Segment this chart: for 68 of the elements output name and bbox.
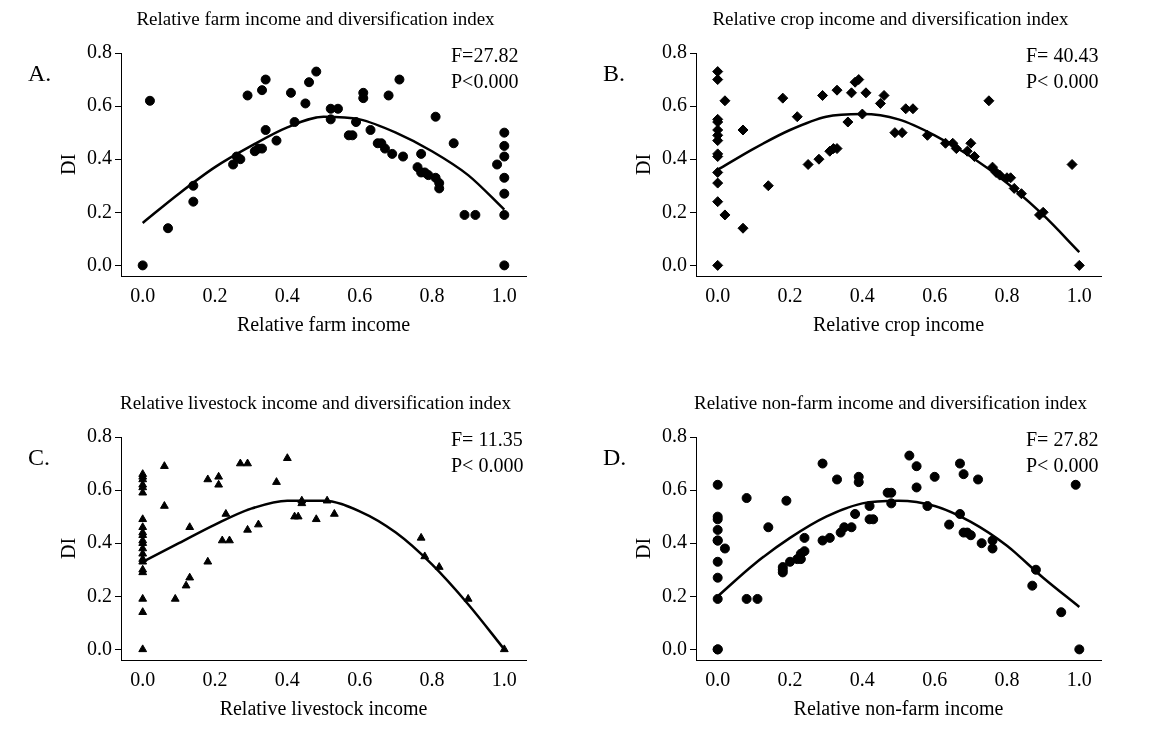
x-tick-label: 0.4 [849, 668, 875, 691]
y-tick-label: 0.2 [662, 199, 687, 222]
annotation: F= 27.82 [1026, 428, 1099, 451]
x-tick-label: 1.0 [491, 284, 517, 307]
x-axis-title: Relative livestock income [219, 697, 428, 720]
chart-title: Relative non-farm income and diversification index [692, 392, 1089, 415]
x-tick-label: 0.4 [274, 668, 300, 691]
x-tick-label: 0.6 [347, 668, 373, 691]
x-tick-label: 0.0 [705, 284, 731, 307]
y-tick-label: 0.4 [87, 530, 112, 553]
y-tick-label: 0.0 [662, 252, 687, 275]
x-tick-label: 1.0 [491, 668, 517, 691]
y-tick-label: 0.4 [662, 530, 687, 553]
annotation: P< 0.000 [1026, 454, 1099, 477]
text: B. [603, 60, 626, 87]
y-tick-label: 0.0 [662, 636, 687, 659]
x-tick-label: 0.4 [849, 284, 875, 307]
x-axis-title: Relative non-farm income [793, 697, 1004, 720]
y-tick-label: 0.4 [662, 146, 687, 169]
text: A. [28, 60, 52, 87]
x-tick-label: 0.2 [202, 668, 228, 691]
annotation: P< 0.000 [1026, 70, 1099, 93]
x-tick-label: 0.6 [347, 284, 373, 307]
x-tick-label: 1.0 [1066, 668, 1092, 691]
annotation: F=27.82 [451, 44, 519, 67]
y-axis-title: DI [57, 537, 80, 560]
y-axis-title: DI [57, 153, 80, 176]
y-tick-label: 0.6 [87, 93, 112, 116]
y-axis-title: DI [632, 537, 655, 560]
text: D. [603, 444, 627, 471]
y-tick-label: 0.0 [87, 252, 112, 275]
x-tick-label: 0.8 [994, 284, 1020, 307]
x-axis-title: Relative crop income [812, 313, 985, 337]
x-tick-label: 0.8 [419, 284, 445, 307]
x-axis-title: Relative farm income [236, 313, 411, 336]
x-tick-label: 0.8 [994, 668, 1020, 691]
x-tick-label: 0.6 [922, 668, 948, 691]
x-tick-label: 1.0 [1066, 284, 1092, 307]
x-tick-label: 0.0 [705, 668, 731, 691]
text: C. [28, 444, 51, 471]
y-tick-label: 0.8 [662, 40, 687, 63]
x-tick-label: 0.2 [202, 284, 228, 307]
y-tick-label: 0.6 [662, 93, 687, 116]
y-tick-label: 0.6 [662, 477, 687, 500]
y-axis-title: DI [632, 153, 655, 176]
annotation: F= 11.35 [451, 428, 523, 451]
y-tick-label: 0.0 [87, 636, 112, 659]
y-tick-label: 0.2 [87, 199, 112, 222]
x-tick-label: 0.2 [777, 668, 803, 691]
x-tick-label: 0.2 [777, 284, 803, 307]
y-tick-label: 0.2 [87, 583, 112, 606]
chart-title: Relative crop income and diversification index [711, 8, 1070, 31]
x-tick-label: 0.0 [130, 668, 156, 691]
y-tick-label: 0.8 [87, 424, 112, 447]
chart-title: Relative farm income and diversification index [135, 8, 496, 31]
annotation: P<0.000 [451, 70, 519, 93]
x-tick-label: 0.8 [419, 668, 445, 691]
y-tick-label: 0.8 [87, 40, 112, 63]
x-tick-label: 0.0 [130, 284, 156, 307]
y-tick-label: 0.8 [662, 424, 687, 447]
chart-title: Relative livestock income and diversification index [119, 392, 512, 415]
annotation: P< 0.000 [451, 454, 524, 477]
y-tick-label: 0.6 [87, 477, 112, 500]
annotation: F= 40.43 [1026, 44, 1099, 67]
y-tick-label: 0.4 [87, 146, 112, 169]
y-tick-label: 0.2 [662, 583, 687, 606]
x-tick-label: 0.6 [922, 284, 948, 307]
x-tick-label: 0.4 [274, 284, 300, 307]
